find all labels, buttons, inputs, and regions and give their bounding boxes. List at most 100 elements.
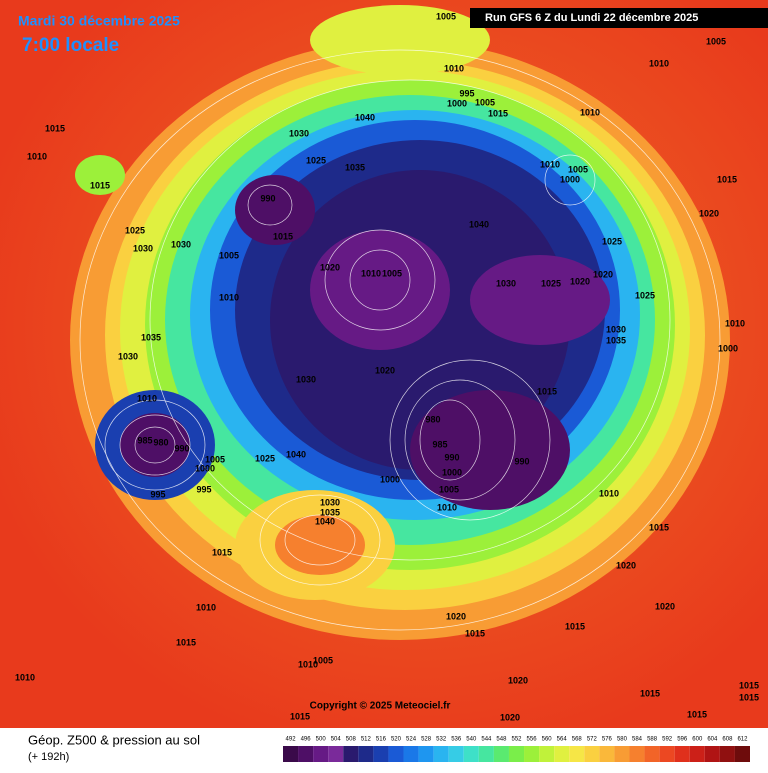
isobar-label: 1020 (446, 611, 466, 621)
isobar-label: 1040 (355, 112, 375, 122)
isobar-label: 1015 (273, 231, 293, 241)
scale-swatch (614, 746, 630, 762)
scale-swatch (448, 746, 464, 762)
isobar-label: 1005 (205, 454, 225, 464)
isobar-label: 1025 (255, 453, 275, 463)
scale-swatch (433, 746, 449, 762)
scale-label: 588 (647, 737, 658, 743)
isobar-label: 1015 (739, 692, 759, 702)
scale-swatch (704, 746, 720, 762)
scale-swatch (298, 746, 314, 762)
isobar-label: 1015 (649, 522, 669, 532)
isobar-label: 1010 (580, 107, 600, 117)
scale-label: 496 (301, 737, 312, 743)
isobar-label: 1020 (593, 269, 613, 279)
isobar-label: 995 (196, 484, 211, 494)
isobar-label: 1015 (212, 547, 232, 557)
isobar-label: 1000 (442, 467, 462, 477)
scale-swatch (508, 746, 525, 762)
isobar-label: 1000 (718, 343, 738, 353)
isobar-label: 1035 (345, 162, 365, 172)
scale-label: 544 (481, 737, 492, 743)
isobar-label: 1005 (436, 11, 456, 21)
scale-swatch (644, 746, 660, 762)
isobars (79, 49, 721, 631)
isobar-label: 1010 (444, 63, 464, 73)
footer-title: Géop. Z500 & pression au sol (28, 732, 200, 747)
scale-label: 536 (451, 737, 462, 743)
isobar-label: 1015 (565, 621, 585, 631)
isobar-label: 995 (150, 489, 165, 499)
scale-swatch (734, 746, 750, 762)
height-field (70, 5, 730, 640)
isobar-label: 1035 (320, 507, 340, 517)
scale-label: 532 (436, 737, 447, 743)
isobar-label: 1010 (649, 58, 669, 68)
scale-swatch (539, 746, 555, 762)
isobar-label: 1030 (496, 278, 516, 288)
scale-label: 564 (557, 737, 568, 743)
scale-swatch (343, 746, 359, 762)
isobar-label: 1015 (45, 123, 65, 133)
isobar-label: 980 (153, 437, 168, 447)
isobar-label: 1020 (500, 712, 520, 722)
scale-swatch (584, 746, 600, 762)
isobar-label: 1010 (27, 151, 47, 161)
copyright: Copyright © 2025 Meteociel.fr (310, 701, 451, 712)
isobar-label: 990 (444, 452, 459, 462)
isobar-label: 985 (432, 439, 447, 449)
isobar-label: 1005 (706, 36, 726, 46)
scale-swatch (569, 746, 585, 762)
scale-label: 548 (496, 737, 507, 743)
isobar-label: 1025 (602, 236, 622, 246)
scale-label: 524 (406, 737, 417, 743)
isobar-label: 1000 (195, 463, 215, 473)
isobar-label: 1040 (315, 516, 335, 526)
isobar-label: 1020 (508, 675, 528, 685)
scale-label: 560 (542, 737, 553, 743)
isobar-label: 1010 (599, 488, 619, 498)
run-info: Run GFS 6 Z du Lundi 22 décembre 2025 (485, 12, 698, 24)
isobar-label: 1025 (635, 290, 655, 300)
isobar-label: 1015 (687, 709, 707, 719)
isobar-label: 990 (260, 193, 275, 203)
scale-swatch (659, 746, 675, 762)
scale-swatch (388, 746, 404, 762)
scale-label: 492 (286, 737, 297, 743)
isobar-label: 1035 (606, 335, 626, 345)
isobar-label: 1015 (717, 174, 737, 184)
scale-swatch (493, 746, 509, 762)
scale-label: 600 (692, 737, 703, 743)
isobar-label: 1010 (137, 393, 157, 403)
isobar-label: 1015 (488, 108, 508, 118)
isobar-label: 1005 (219, 250, 239, 260)
isobar-label: 985 (137, 435, 152, 445)
isobar-label: 1015 (465, 628, 485, 638)
scale-label: 596 (677, 737, 688, 743)
scale-swatch (629, 746, 645, 762)
forecast-date: Mardi 30 décembre 2025 (18, 13, 180, 29)
isobar-label: 1025 (306, 155, 326, 165)
isobar-label: 1010 (361, 268, 381, 278)
isobar-label: 1000 (560, 174, 580, 184)
isobar-label: 1030 (296, 374, 316, 384)
isobar-label: 1025 (541, 278, 561, 288)
isobar-label: 1010 (15, 672, 35, 682)
forecast-time: 7:00 locale (22, 35, 119, 56)
isobar-label: 1010 (298, 659, 318, 669)
scale-swatch (719, 746, 735, 762)
isobar-label: 990 (174, 443, 189, 453)
scale-swatch (418, 746, 434, 762)
isobar-label: 1005 (382, 268, 402, 278)
isobar-label: 995 (459, 88, 474, 98)
isobar-label: 1005 (475, 97, 495, 107)
isobar-label: 1010 (437, 502, 457, 512)
scale-swatch (328, 746, 344, 762)
isobar-label: 1005 (313, 655, 333, 665)
isobar-label: 1020 (616, 560, 636, 570)
isobar-label: 1015 (739, 680, 759, 690)
isobar-label: 1000 (380, 474, 400, 484)
isobar-label: 1020 (320, 262, 340, 272)
scale-swatch (283, 746, 299, 762)
